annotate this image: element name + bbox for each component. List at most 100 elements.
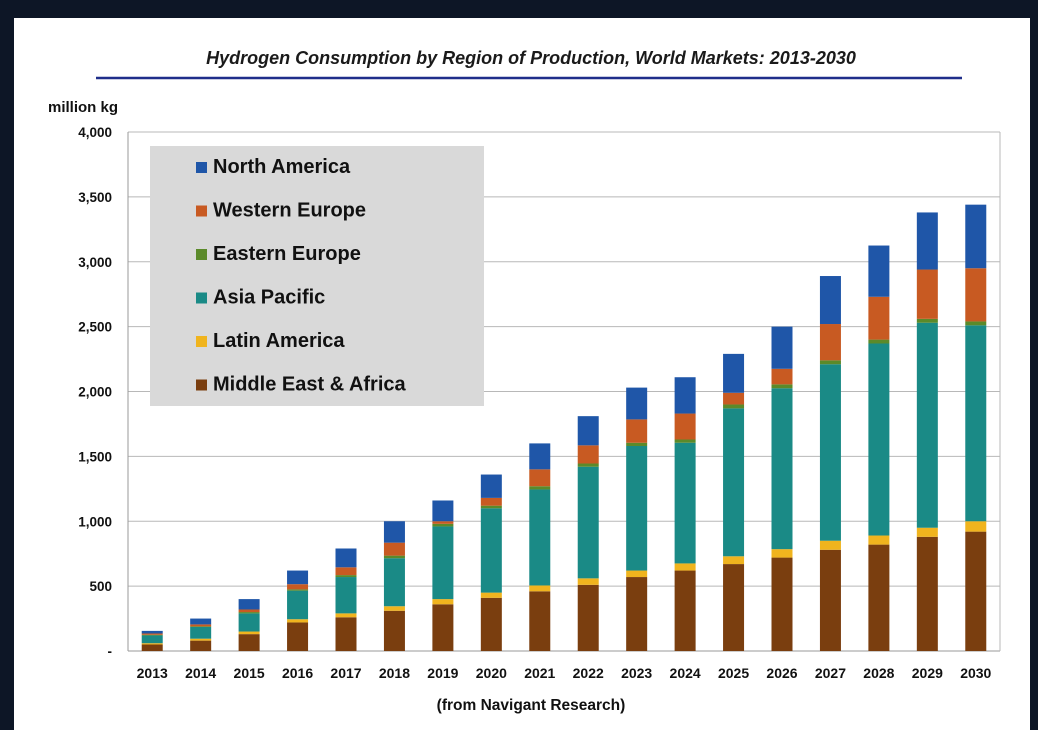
bar-segment-western-europe-2025: [723, 392, 745, 405]
bar-segment-latin-america-2027: [819, 540, 841, 550]
legend: North America Western Europe Eastern Europ…: [150, 146, 484, 406]
bar-segment-north-america-2016: [287, 570, 309, 585]
bar-segment-asia-pacific-2023: [626, 445, 648, 571]
bar-segment-western-europe-2013: [141, 633, 163, 635]
bar-segment-middle-east-africa-2030: [965, 531, 987, 651]
bar-segment-western-europe-2021: [529, 469, 551, 487]
bar-segment-western-europe-2023: [626, 419, 648, 443]
y-tick-label: -: [108, 644, 113, 659]
bar-segment-asia-pacific-2017: [335, 577, 357, 614]
x-tick-label: 2019: [427, 665, 458, 681]
bar-segment-western-europe-2030: [965, 268, 987, 322]
legend-swatch: [196, 379, 207, 391]
bar-segment-eastern-europe-2028: [868, 339, 890, 344]
bar-layer: [141, 204, 987, 651]
bar-segment-eastern-europe-2016: [287, 589, 309, 591]
legend-label: Latin America: [213, 330, 345, 352]
x-tick-label: 2016: [282, 665, 313, 681]
y-tick-label: 2,500: [78, 320, 112, 335]
bar-segment-north-america-2028: [868, 245, 890, 297]
x-tick-label: 2018: [379, 665, 410, 681]
x-tick-label: 2013: [137, 665, 168, 681]
x-tick-label: 2017: [330, 665, 361, 681]
bar-segment-western-europe-2029: [916, 269, 938, 319]
x-tick-label: 2028: [863, 665, 894, 681]
bar-segment-middle-east-africa-2026: [771, 557, 793, 651]
legend-swatch: [196, 205, 207, 217]
bar-segment-latin-america-2019: [432, 599, 454, 605]
bar-segment-middle-east-africa-2025: [723, 564, 745, 651]
bar-segment-asia-pacific-2015: [238, 613, 260, 632]
bar-segment-western-europe-2022: [577, 445, 599, 464]
x-tick-label: 2025: [718, 665, 749, 681]
bar-segment-asia-pacific-2027: [819, 364, 841, 541]
bar-segment-middle-east-africa-2027: [819, 549, 841, 651]
bar-segment-north-america-2024: [674, 377, 696, 414]
bar-segment-latin-america-2023: [626, 570, 648, 578]
bar-segment-asia-pacific-2022: [577, 466, 599, 579]
bar-segment-latin-america-2021: [529, 585, 551, 592]
x-tick-label: 2020: [476, 665, 507, 681]
x-tick-label: 2023: [621, 665, 652, 681]
legend-label: Asia Pacific: [213, 287, 325, 309]
bar-segment-latin-america-2018: [383, 606, 405, 611]
bar-segment-western-europe-2018: [383, 542, 405, 556]
bar-segment-asia-pacific-2025: [723, 408, 745, 557]
y-tick-label: 3,000: [78, 255, 112, 270]
legend-label: Eastern Europe: [213, 243, 361, 265]
legend-label: North America: [213, 156, 351, 178]
bar-segment-north-america-2021: [529, 443, 551, 470]
bar-segment-western-europe-2019: [432, 521, 454, 524]
bar-segment-eastern-europe-2023: [626, 442, 648, 446]
legend-label: Western Europe: [213, 200, 366, 222]
bar-segment-asia-pacific-2016: [287, 590, 309, 620]
bar-segment-asia-pacific-2014: [190, 626, 212, 639]
y-tick-labels: - 500 1,000 1,500 2,000 2,500 3,000 3,500 4,000: [78, 125, 112, 659]
bar-segment-asia-pacific-2026: [771, 388, 793, 550]
x-tick-label: 2029: [912, 665, 943, 681]
y-tick-label: 3,500: [78, 190, 112, 205]
bar-segment-asia-pacific-2020: [480, 508, 502, 593]
bar-segment-middle-east-africa-2020: [480, 597, 502, 651]
x-tick-labels: 2013 2014 2015 2016 2017 2018 2019 2020 2021 2022…: [137, 665, 992, 681]
bar-segment-eastern-europe-2015: [238, 612, 260, 614]
bar-segment-latin-america-2015: [238, 631, 260, 635]
bar-segment-north-america-2025: [723, 353, 745, 393]
x-tick-label: 2015: [234, 665, 265, 681]
x-tick-label: 2026: [766, 665, 797, 681]
source-note: (from Navigant Research): [437, 697, 626, 714]
bar-segment-middle-east-africa-2028: [868, 544, 890, 651]
bar-segment-eastern-europe-2029: [916, 318, 938, 323]
bar-segment-latin-america-2024: [674, 563, 696, 571]
bar-segment-north-america-2022: [577, 416, 599, 446]
bar-segment-north-america-2019: [432, 500, 454, 522]
bar-segment-north-america-2014: [190, 618, 212, 625]
y-tick-label: 4,000: [78, 125, 112, 140]
bar-segment-western-europe-2024: [674, 413, 696, 440]
bar-segment-western-europe-2015: [238, 609, 260, 613]
bar-segment-latin-america-2025: [723, 556, 745, 565]
legend-swatch: [196, 249, 207, 260]
chart-title: Hydrogen Consumption by Region of Produc…: [206, 48, 856, 68]
bar-segment-western-europe-2028: [868, 296, 890, 340]
bar-segment-latin-america-2014: [190, 638, 212, 641]
bar-segment-north-america-2018: [383, 521, 405, 543]
bar-segment-eastern-europe-2022: [577, 463, 599, 467]
bar-segment-middle-east-africa-2017: [335, 617, 357, 651]
bar-segment-latin-america-2022: [577, 578, 599, 585]
bar-segment-middle-east-africa-2019: [432, 604, 454, 651]
x-tick-label: 2014: [185, 665, 216, 681]
legend-swatch: [196, 336, 207, 347]
bar-segment-north-america-2030: [965, 204, 987, 269]
bar-segment-western-europe-2020: [480, 497, 502, 506]
bar-segment-north-america-2015: [238, 599, 260, 610]
bar-segment-asia-pacific-2029: [916, 322, 938, 528]
bar-segment-north-america-2029: [916, 212, 938, 270]
bar-segment-middle-east-africa-2018: [383, 610, 405, 651]
y-axis-unit: million kg: [48, 99, 118, 116]
legend-swatch: [196, 292, 207, 304]
bar-segment-north-america-2026: [771, 326, 793, 369]
bar-segment-middle-east-africa-2014: [190, 640, 212, 651]
legend-label: Middle East & Africa: [213, 374, 407, 396]
